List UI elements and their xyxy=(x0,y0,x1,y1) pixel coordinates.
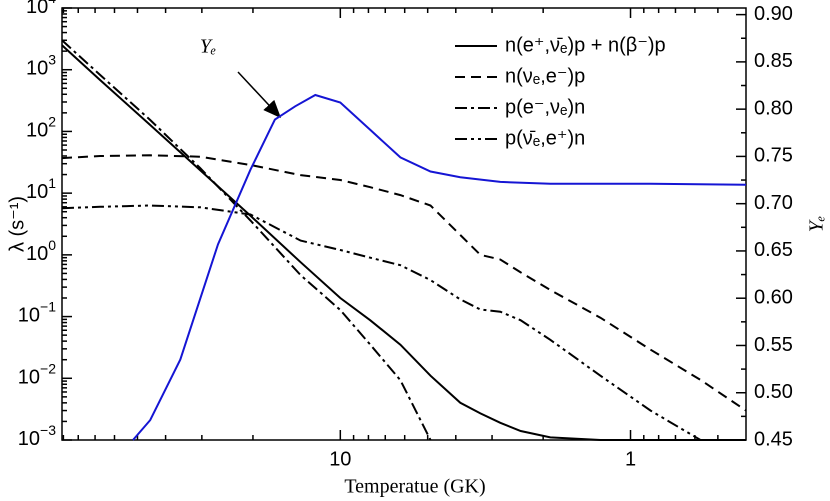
y-tick-label: 10−3 xyxy=(18,422,56,451)
y-tick-power: −2 xyxy=(40,360,56,376)
legend-label: p(ν̄ₑ,e⁺)n xyxy=(505,127,585,149)
y-tick-label: 104 xyxy=(26,0,56,18)
y2-tick-label: 0.60 xyxy=(754,286,793,308)
y-tick-base: 10 xyxy=(18,428,40,450)
y-tick-power: 2 xyxy=(48,113,56,129)
series-line xyxy=(61,39,432,441)
y-tick-label: 100 xyxy=(26,237,56,266)
series-line xyxy=(61,44,746,441)
y-tick-base: 10 xyxy=(18,367,40,389)
y2-tick-label: 0.75 xyxy=(754,145,793,167)
y-tick-base: 10 xyxy=(18,305,40,327)
x-axis-label: Temperatue (GK) xyxy=(344,476,485,498)
annotation-arrow xyxy=(237,71,282,119)
series-line xyxy=(61,204,702,441)
y2-tick-label: 0.55 xyxy=(754,334,793,356)
y2-tick-label: 0.85 xyxy=(754,50,793,72)
y2-tick-label: 0.80 xyxy=(754,97,793,119)
legend-label: p(e⁻,νₑ)n xyxy=(505,96,585,118)
y-tick-power: −1 xyxy=(40,298,56,314)
y-tick-base: 10 xyxy=(26,120,48,142)
y-tick-label: 101 xyxy=(26,175,56,204)
y-axis-label: λ (s⁻¹) xyxy=(6,196,28,252)
y-tick-power: 4 xyxy=(48,0,56,6)
annotation: Yₑ xyxy=(200,36,216,58)
y-tick-base: 10 xyxy=(26,181,48,203)
y2-tick-label: 0.90 xyxy=(754,3,793,25)
x-tick-label: 10 xyxy=(329,448,351,470)
y2-axis-label: Yₑ xyxy=(806,216,828,232)
series-line xyxy=(61,154,747,412)
y-tick-label: 10−2 xyxy=(18,360,56,389)
y-tick-base: 10 xyxy=(26,58,48,80)
y-tick-power: −3 xyxy=(40,422,56,438)
y-tick-label: 102 xyxy=(26,113,56,142)
y2-tick-label: 0.65 xyxy=(754,239,793,261)
y-tick-label: 10−1 xyxy=(18,298,56,327)
legend-label: n(e⁺,ν̄ₑ)p + n(β⁻)p xyxy=(505,34,666,56)
y2-tick-label: 0.70 xyxy=(754,192,793,214)
legend-label: n(νₑ,e⁻)p xyxy=(505,65,585,87)
series-line xyxy=(132,93,747,441)
x-tick-label: 1 xyxy=(625,448,636,470)
y-tick-base: 10 xyxy=(26,0,48,18)
y2-tick-label: 0.45 xyxy=(754,428,793,450)
y-tick-label: 103 xyxy=(26,51,56,80)
y-tick-power: 3 xyxy=(48,51,56,67)
y2-tick-label: 0.50 xyxy=(754,381,793,403)
plot-frame xyxy=(61,7,747,441)
y-tick-power: 0 xyxy=(48,237,56,253)
y-tick-power: 1 xyxy=(48,175,56,191)
y-tick-base: 10 xyxy=(26,243,48,265)
